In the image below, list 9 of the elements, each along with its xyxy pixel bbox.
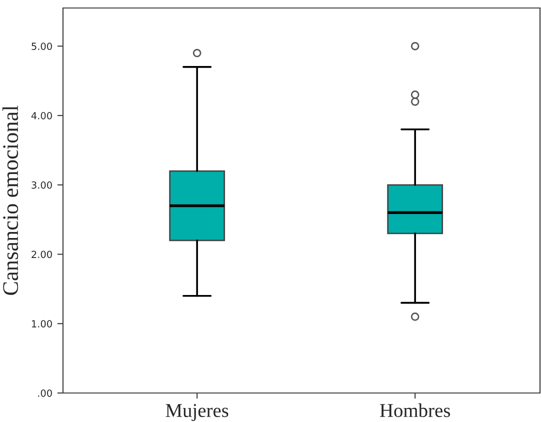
- y-tick-label: 3.00: [32, 181, 52, 189]
- y-tick-label: 2.00: [32, 250, 52, 258]
- x-tick-label: Hombres: [380, 403, 450, 418]
- y-tick-label: .00: [38, 389, 52, 397]
- y-axis-title: Cansancio emocional: [2, 106, 18, 295]
- x-tick-label: Mujeres: [166, 404, 228, 422]
- y-tick-label: 5.00: [32, 42, 52, 50]
- y-tick-label: 4.00: [31, 112, 52, 120]
- y-tick-label: 1.00: [32, 320, 52, 328]
